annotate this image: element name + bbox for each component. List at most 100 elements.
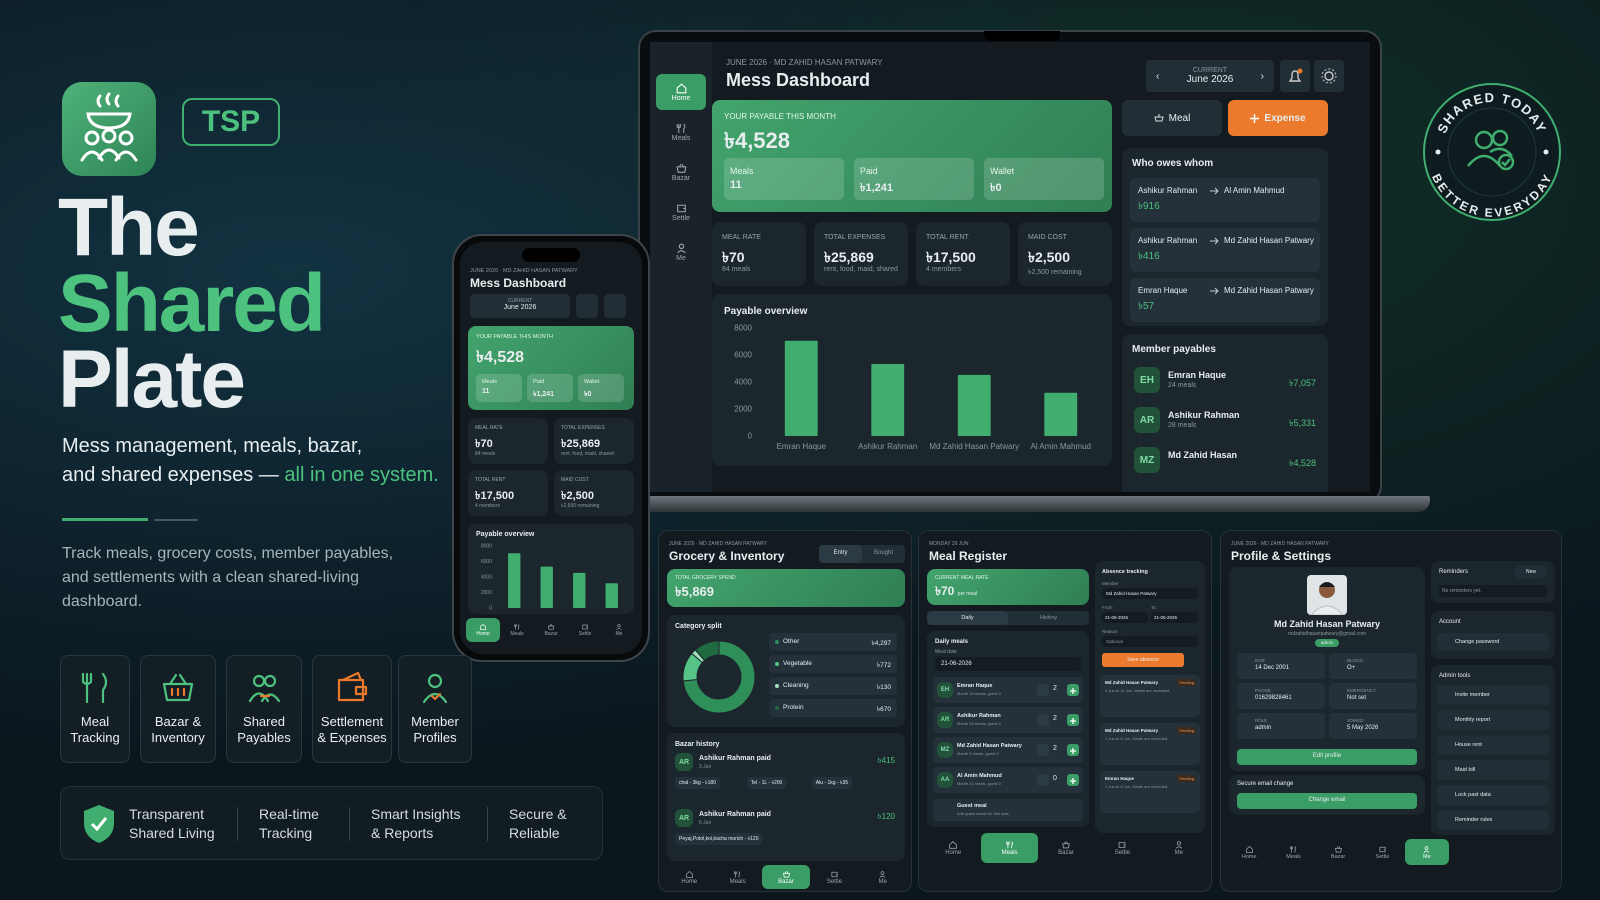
member-amount: ৳4,528: [1288, 458, 1316, 468]
card-title: Reminders: [1439, 569, 1469, 575]
period-label: CURRENT: [1192, 67, 1228, 74]
card-title: Who owes whom: [1132, 158, 1214, 169]
nav-item[interactable]: Settle: [810, 865, 858, 889]
plus-path: [1070, 688, 1076, 694]
tab[interactable]: Entry: [819, 545, 862, 563]
nav-item[interactable]: Bazar: [1038, 833, 1094, 863]
nav-item[interactable]: Meals: [500, 618, 534, 642]
nav-item[interactable]: Settle: [568, 618, 602, 642]
nav-item[interactable]: Bazar: [656, 154, 706, 190]
chart: 0 2000 4000 6000 8000: [481, 544, 618, 612]
expense-button[interactable]: Expense: [1228, 100, 1328, 136]
element: [118, 130, 134, 146]
bell[interactable]: [1280, 60, 1310, 92]
nav-item[interactable]: Meals: [713, 865, 761, 889]
element: [1288, 70, 1302, 82]
nav-item[interactable]: Bazar: [1316, 839, 1360, 865]
meal-button[interactable]: Meal: [1122, 100, 1222, 136]
menu-item[interactable]: Invite member: [1437, 685, 1549, 705]
field-label: JOINED: [1347, 718, 1364, 723]
mini-value: 11: [730, 179, 742, 191]
next[interactable]: ›: [1260, 70, 1264, 82]
nav-item[interactable]: Home: [656, 74, 706, 110]
nav-icon: [1290, 845, 1297, 852]
tab[interactable]: Bought: [873, 550, 894, 556]
bar: [605, 583, 618, 608]
nav-icon-path: [676, 83, 686, 94]
member-select[interactable]: Md Zahid Hasan Patwary: [1102, 588, 1198, 599]
period-switch[interactable]: CURRENT June 2026: [470, 294, 570, 318]
member-meals: 24 meals: [1168, 382, 1197, 389]
settings[interactable]: [604, 294, 626, 318]
entry-name: Md Zahid Hasan Patwary: [1105, 728, 1159, 733]
y-tick-label: 0: [489, 606, 492, 612]
mini-value: ৳0: [990, 182, 1002, 194]
period-value: June 2026: [1186, 74, 1234, 85]
menu-item[interactable]: Reminder rules: [1437, 810, 1549, 830]
menu-item[interactable]: Lock past data: [1437, 785, 1549, 805]
stat-label: MAID COST: [561, 477, 589, 483]
stat-label: TOTAL RENT: [926, 234, 969, 241]
menu-item[interactable]: Change password: [1437, 633, 1549, 651]
category-card: Category split Other ৳4,297 Vegetable ৳772 C…: [667, 615, 905, 727]
nav-item[interactable]: Settle: [1360, 839, 1404, 865]
item-chip: Alu - 1kg - ৳35: [811, 777, 853, 789]
date-input[interactable]: 21-06-2026: [1102, 612, 1148, 623]
meal-count: 2: [1053, 745, 1057, 752]
bell[interactable]: [576, 294, 598, 318]
bar: [540, 566, 553, 608]
settings[interactable]: [1314, 60, 1344, 92]
stat-value: ৳2,500: [1028, 249, 1071, 265]
bottom-nav: Home Meals Bazar Settle Me: [665, 865, 907, 889]
nav-item[interactable]: Settle: [656, 194, 706, 230]
nav-item[interactable]: Home: [1227, 839, 1271, 865]
edit-button[interactable]: Edit profile: [1237, 749, 1417, 765]
prev[interactable]: ‹: [1156, 70, 1160, 82]
nav-item[interactable]: Settle: [1094, 833, 1150, 863]
nav-item[interactable]: Meals: [656, 114, 706, 150]
menu-item[interactable]: Maid bill: [1437, 760, 1549, 780]
date-input[interactable]: 21-06-2026: [935, 657, 1081, 671]
tab[interactable]: Daily: [927, 611, 1008, 625]
period-value: June 2026: [503, 304, 537, 311]
feature-label: Shared Payables: [237, 714, 291, 745]
nav-item[interactable]: Bazar: [534, 618, 568, 642]
period-switch[interactable]: ‹ CURRENT June 2026 ›: [1146, 60, 1274, 92]
arrow-path: [1210, 187, 1219, 195]
nav-item[interactable]: Meals: [1271, 839, 1315, 865]
rate-card: CURRENT MEAL RATE ৳70 per meal: [927, 569, 1089, 605]
nav-label: Meals: [1001, 850, 1018, 856]
nav-item[interactable]: Meals: [981, 833, 1038, 863]
nav-item[interactable]: Me: [602, 618, 636, 642]
menu-item[interactable]: House rent: [1437, 735, 1549, 755]
feature-card: Meal Tracking: [60, 655, 130, 763]
nav-icon-path: [1245, 845, 1253, 853]
element: [1321, 68, 1337, 84]
new-button[interactable]: New: [1515, 566, 1547, 578]
menu-item[interactable]: Monthly report: [1437, 710, 1549, 730]
save-button[interactable]: Save absence: [1102, 653, 1184, 667]
nav-item[interactable]: Me: [1151, 833, 1207, 863]
reason-input[interactable]: Optional: [1102, 636, 1198, 647]
nav-label: Me: [878, 878, 887, 885]
nav-label: Home: [945, 850, 962, 856]
feature-icon: [81, 672, 108, 704]
nav-item[interactable]: Bazar: [761, 865, 811, 889]
meal-row: EH Emran Haque Month 15 meals, guest 0 2: [933, 677, 1083, 703]
mini-value: ৳0: [584, 391, 592, 398]
entry-note: 1 Jun to 8 Jun. Meals are excluded.: [1105, 784, 1169, 789]
change-email-button[interactable]: Change email: [1237, 793, 1417, 809]
nav-icon-path: [514, 624, 520, 630]
nav-item[interactable]: Me: [656, 234, 706, 270]
nav-icon: [1334, 845, 1342, 852]
nav-item[interactable]: Me: [1404, 839, 1450, 865]
bottom-nav: Home Meals Bazar Settle Me: [925, 833, 1207, 863]
nav-item[interactable]: Home: [466, 618, 500, 642]
stat-label: TOTAL EXPENSES: [561, 425, 605, 431]
period-label: CURRENT: [507, 298, 533, 304]
tab[interactable]: History: [1039, 615, 1058, 621]
nav-item[interactable]: Home: [925, 833, 981, 863]
date-input[interactable]: 21-06-2026: [1151, 612, 1198, 623]
nav-item[interactable]: Me: [859, 865, 907, 889]
nav-item[interactable]: Home: [665, 865, 713, 889]
